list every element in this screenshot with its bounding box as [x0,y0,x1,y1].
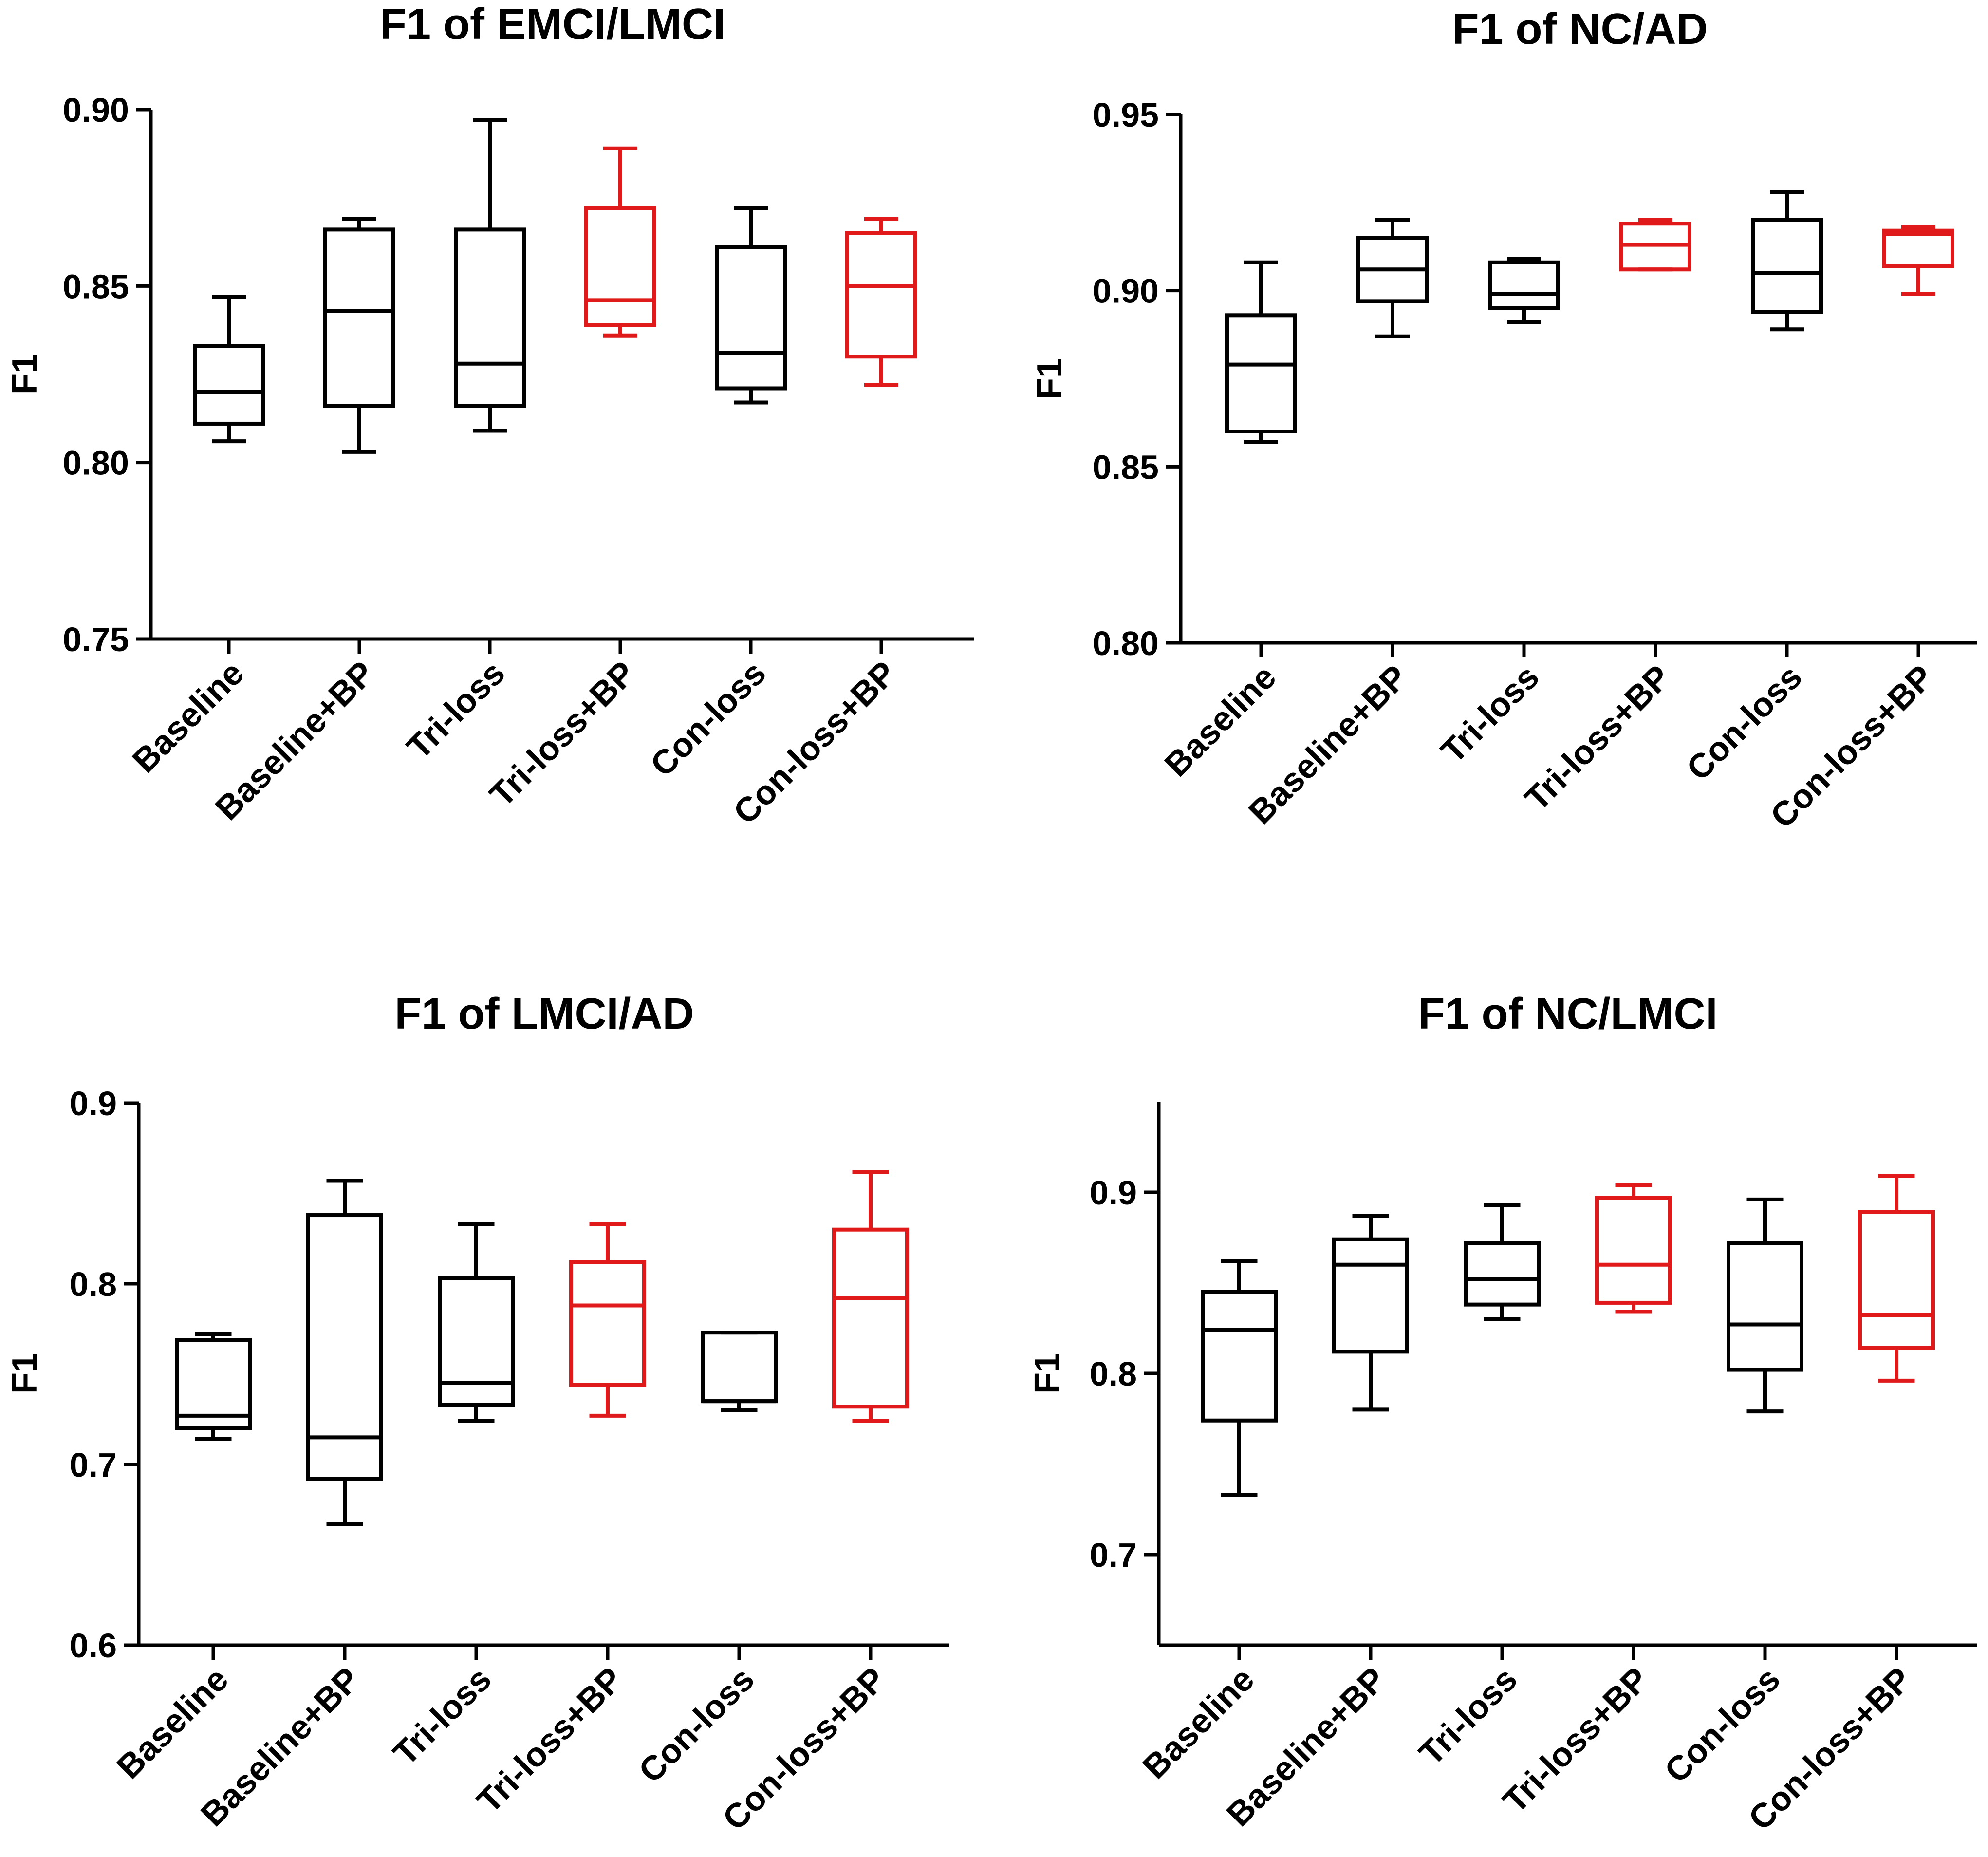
y-tick-label: 0.9 [1090,1174,1137,1212]
y-axis-label: F1 [1030,358,1069,399]
box-plot-baseline [175,1332,252,1442]
box-plot-baseline-bp [323,217,395,454]
x-category-label: Con-loss [632,1660,762,1790]
box-plot-baseline-bp [306,1179,383,1526]
panel-lmci-ad: F1 of LMCI/ADF10.60.70.80.9BaselineBasel… [5,990,949,1838]
x-category-label: Tri-loss [399,654,512,766]
iqr-box [1882,228,1954,268]
y-tick-label: 0.6 [70,1627,117,1665]
y-tick-label: 0.90 [63,91,129,129]
x-category-label: Baseline [1157,657,1283,784]
iqr-box [1332,1237,1409,1354]
box-plot-tri-loss-bp [569,1222,646,1418]
box-plot-tri-loss [1464,1203,1541,1321]
y-tick-label: 0.80 [1093,624,1159,662]
chart-title: F1 of NC/LMCI [1418,990,1718,1038]
x-category-label: Baseline [125,654,251,780]
box-plot-tri-loss [1488,257,1560,324]
box-plot-con-loss [715,206,787,405]
iqr-box [454,227,526,408]
box-plot-baseline [193,295,265,444]
y-tick-label: 0.75 [63,620,129,658]
iqr-box [323,227,395,408]
box-plot-con-loss-bp [832,1169,909,1423]
y-axis-label: F1 [1028,1353,1067,1394]
chart-title: F1 of LMCI/AD [395,990,694,1038]
y-axis-label: F1 [5,1353,44,1394]
box-plot-con-loss-bp [1858,1174,1935,1383]
x-category-label: Tri-loss [1433,657,1546,770]
y-axis-label: F1 [5,354,44,394]
y-tick-label: 0.7 [1090,1536,1137,1574]
x-category-label: Tri-loss [386,1660,498,1772]
iqr-box [1727,1241,1803,1372]
iqr-box [1201,1290,1278,1423]
chart-title: F1 of EMCI/LMCI [380,0,725,49]
y-tick-label: 0.7 [70,1446,117,1484]
panel-emci-lmci: F1 of EMCI/LMCI F1 0.75 0.80 0.85 0.90 Baselin… [5,0,974,831]
panel-nc-ad: F1 of NC/ADF10.800.850.900.95BaselineBas… [1030,5,1977,835]
box-plot-con-loss-bp [1882,225,1954,296]
box-plot-con-loss [1751,190,1823,332]
panel-nc-lmci: F1 of NC/LMCIF10.70.80.9BaselineBaseline… [1028,990,1977,1838]
y-tick-label: 0.95 [1093,96,1159,134]
x-category-label: Baseline [110,1660,236,1786]
iqr-box [175,1338,252,1430]
box-plot-baseline-bp [1356,218,1429,338]
box-plot-tri-loss-bp [1595,1183,1672,1314]
y-tick-label: 0.85 [63,267,129,305]
box-plot-baseline [1225,260,1297,444]
iqr-box [569,1260,646,1387]
y-tick-label: 0.85 [1093,448,1159,486]
box-plot-baseline [1201,1259,1278,1497]
iqr-box [193,344,265,426]
iqr-box [1595,1196,1672,1305]
iqr-box [1488,260,1560,310]
iqr-box [1225,313,1297,433]
x-category-label: Con-loss [1657,1660,1787,1790]
iqr-box [1464,1241,1541,1307]
box-plot-baseline-bp [1332,1214,1409,1412]
box-plot-tri-loss [438,1222,515,1423]
y-tick-label: 0.8 [1090,1355,1137,1393]
y-tick-label: 0.8 [70,1265,117,1303]
iqr-box [832,1227,909,1409]
x-category-label: Con-loss [1679,657,1809,788]
iqr-box [438,1276,515,1407]
y-tick-label: 0.80 [63,444,129,482]
box-plot-tri-loss-bp [1619,218,1691,272]
y-tick-label: 0.9 [70,1085,117,1123]
x-category-label: Con-loss [643,654,773,784]
box-plot-tri-loss [454,118,526,433]
iqr-box [1858,1210,1935,1350]
box-plot-con-loss [1727,1197,1803,1414]
box-plot-con-loss [701,1331,778,1412]
box-plot-tri-loss-bp [584,146,656,338]
iqr-box [1751,218,1823,314]
y-tick-label: 0.90 [1093,272,1159,310]
iqr-box [701,1331,778,1404]
chart-title: F1 of NC/AD [1452,5,1708,54]
x-category-label: Tri-loss [1412,1660,1524,1772]
x-category-label: Baseline [1135,1660,1262,1786]
box-plot-con-loss-bp [845,217,917,387]
iqr-box [584,206,656,327]
iqr-box [306,1213,383,1481]
iqr-box [715,245,787,391]
iqr-box [845,231,917,359]
